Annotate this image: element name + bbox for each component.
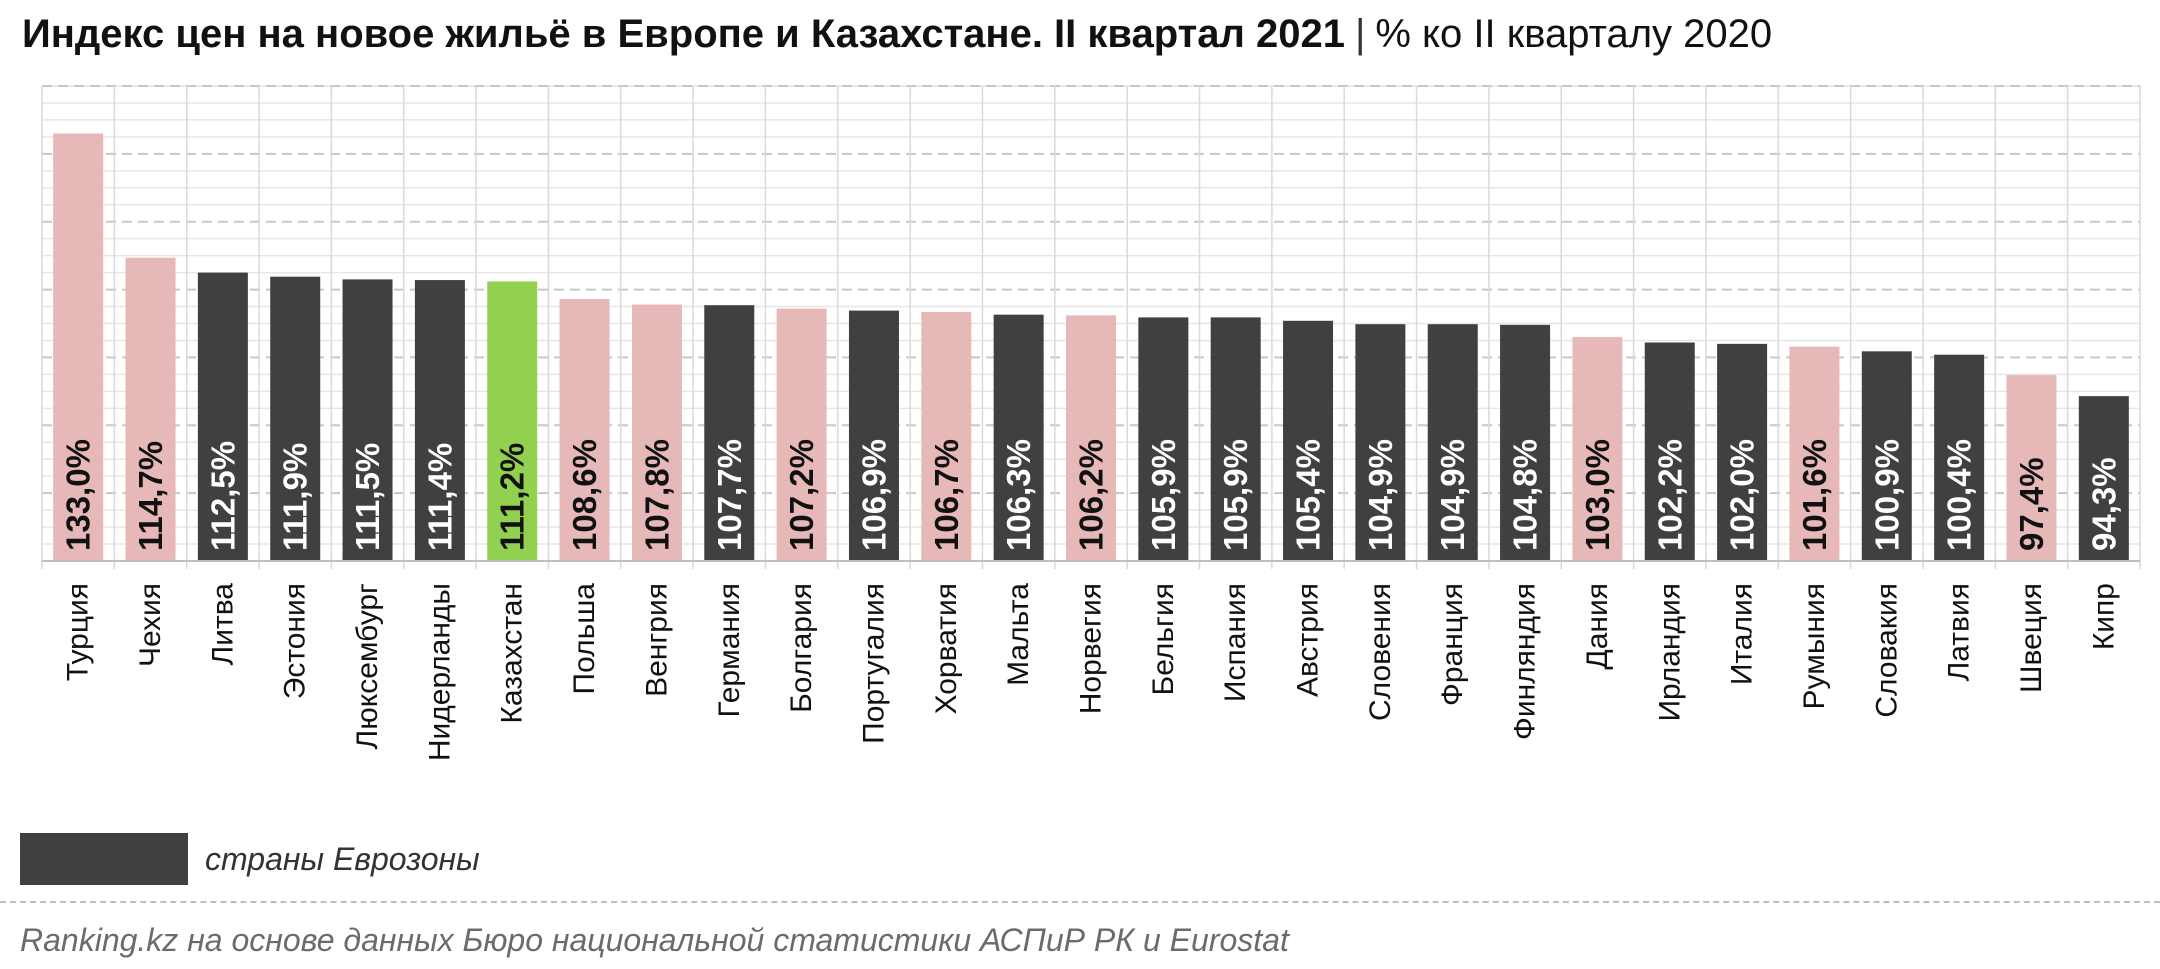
data-label: 111,9% <box>277 443 314 551</box>
category-label: Румыния <box>1798 583 1831 709</box>
category-label: Испания <box>1219 583 1252 702</box>
data-label: 106,9% <box>855 439 892 551</box>
bar <box>197 272 248 561</box>
bar <box>1066 315 1116 561</box>
category-label: Швеция <box>2015 583 2048 693</box>
category-label: Турция <box>62 583 95 681</box>
title-separator: | <box>1354 12 1366 56</box>
bar <box>1861 351 1912 561</box>
bar <box>921 311 972 561</box>
data-label: 111,5% <box>349 443 386 551</box>
category-label: Мальта <box>1002 583 1035 686</box>
data-label: 105,9% <box>1145 439 1182 551</box>
bar <box>1210 317 1261 561</box>
category-label: Дания <box>1581 583 1614 670</box>
bars <box>53 133 2129 561</box>
bar <box>1283 320 1334 561</box>
legend-label-eurozone: страны Еврозоны <box>205 841 480 877</box>
category-label: Португалия <box>857 583 890 744</box>
chart-title: Индекс цен на новое жильё в Европе и Каз… <box>22 8 1772 60</box>
category-label: Бельгия <box>1147 583 1180 695</box>
data-label: 97,4% <box>2013 457 2050 551</box>
category-label: Словакия <box>1870 583 1903 718</box>
bar <box>2078 396 2129 561</box>
data-label: 108,6% <box>566 439 603 551</box>
data-label: 114,7% <box>132 441 169 551</box>
category-label: Польша <box>568 583 601 695</box>
category-label: Норвегия <box>1075 583 1108 714</box>
category-label: Финляндия <box>1509 583 1542 740</box>
data-label: 101,6% <box>1796 439 1833 551</box>
bar <box>1138 317 1189 561</box>
bar <box>1934 354 1985 561</box>
bar <box>342 279 393 561</box>
bar <box>848 310 899 561</box>
bar <box>1789 346 1840 561</box>
bar <box>776 308 827 561</box>
category-label: Италия <box>1726 583 1759 685</box>
bar <box>53 133 104 561</box>
bar <box>1500 324 1551 561</box>
data-label: 104,9% <box>1362 439 1399 551</box>
bar <box>1427 324 1478 561</box>
data-label: 94,3% <box>2085 457 2122 551</box>
bar <box>631 304 682 561</box>
category-label: Германия <box>713 583 746 718</box>
category-label: Франция <box>1436 583 1469 706</box>
category-label: Латвия <box>1943 583 1976 681</box>
chart-subtitle: % ко II кварталу 2020 <box>1375 12 1773 56</box>
category-label: Нидерланды <box>423 583 456 761</box>
bar-chart: 133,0% 114,7% 112,5% 111,9% 111,5% 111,4% 111,… <box>41 85 2141 761</box>
data-label: 104,9% <box>1434 439 1471 551</box>
category-label: Казахстан <box>496 583 529 724</box>
data-label: 111,2% <box>494 443 531 551</box>
data-label: 133,0% <box>60 439 97 551</box>
data-label: 100,9% <box>1868 439 1905 551</box>
data-label: 106,7% <box>928 439 965 551</box>
value-labels: 133,0% 114,7% 112,5% 111,9% 111,5% 111,4% 111,… <box>60 439 2123 551</box>
bar <box>559 299 610 561</box>
source-note: Ranking.kz на основе данных Бюро национа… <box>20 922 1289 958</box>
data-label: 105,9% <box>1217 439 1254 551</box>
bar <box>1355 324 1406 561</box>
category-label: Ирландия <box>1653 583 1686 722</box>
category-label: Австрия <box>1292 583 1325 697</box>
category-label: Венгрия <box>640 583 673 697</box>
data-label: 105,4% <box>1290 439 1327 551</box>
bar <box>704 305 755 561</box>
bar <box>993 314 1044 561</box>
category-label: Кипр <box>2087 583 2120 650</box>
data-label: 102,2% <box>1651 439 1688 551</box>
category-label: Люксембург <box>351 583 384 749</box>
category-label: Болгария <box>785 583 818 713</box>
category-label: Чехия <box>134 583 167 667</box>
bar <box>1717 343 1768 561</box>
category-label: Литва <box>206 583 239 666</box>
data-label: 102,0% <box>1724 439 1761 551</box>
bar <box>125 257 176 561</box>
footer-divider <box>0 901 2160 903</box>
data-label: 107,2% <box>783 439 820 551</box>
bar <box>1644 342 1695 561</box>
data-label: 106,3% <box>1000 439 1037 551</box>
bar <box>414 280 465 561</box>
legend-swatch-eurozone <box>20 833 188 885</box>
category-label: Эстония <box>279 583 312 699</box>
data-label: 106,2% <box>1073 439 1110 551</box>
data-label: 107,8% <box>638 439 675 551</box>
chart-title-main: Индекс цен на новое жильё в Европе и Каз… <box>22 12 1345 56</box>
data-label: 103,0% <box>1579 439 1616 551</box>
bar <box>1572 337 1623 561</box>
data-label: 104,8% <box>1507 439 1544 551</box>
data-label: 107,7% <box>711 439 748 551</box>
data-label: 111,4% <box>421 443 458 551</box>
bar <box>270 276 321 561</box>
category-label: Хорватия <box>930 583 963 714</box>
bar <box>487 281 538 561</box>
category-label: Словения <box>1364 583 1397 721</box>
data-label: 100,4% <box>1941 439 1978 551</box>
x-axis: Турция Чехия Литва Эстония Люксембург Нидерла… <box>42 560 2140 761</box>
bar <box>2006 375 2057 561</box>
data-label: 112,5% <box>204 441 241 551</box>
